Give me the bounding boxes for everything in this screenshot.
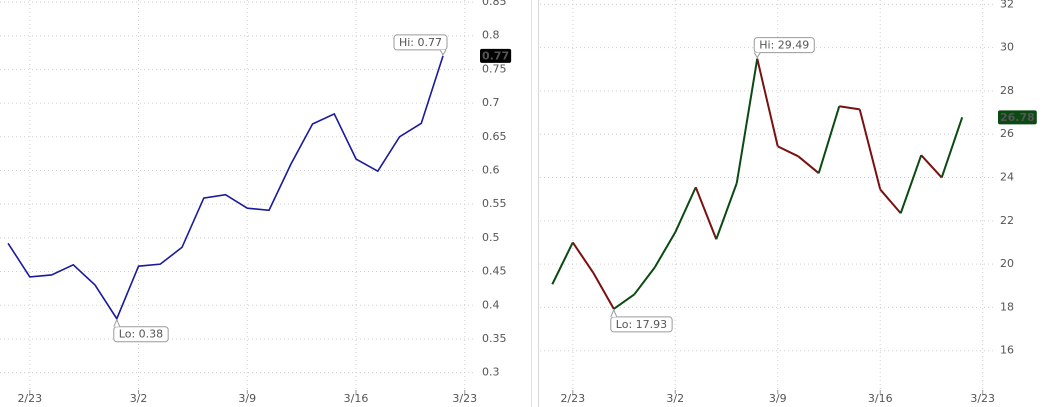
y-tick-label: 0.85 xyxy=(482,0,507,8)
x-tick-label: 3/9 xyxy=(769,392,787,405)
x-tick-label: 3/16 xyxy=(868,392,893,405)
callout-pointer xyxy=(439,49,447,56)
y-tick-label: 20 xyxy=(1000,257,1014,270)
price-segment xyxy=(899,154,923,214)
price-segment xyxy=(551,242,574,285)
price-segment xyxy=(694,186,718,240)
y-tick-label: 0.3 xyxy=(482,366,500,379)
y-tick-label: 18 xyxy=(1000,300,1014,313)
y-tick-label: 0.55 xyxy=(482,197,507,210)
callout-pointer xyxy=(113,318,121,327)
price-line xyxy=(7,55,444,321)
price-segment xyxy=(940,117,964,178)
callout-box xyxy=(113,326,169,343)
callout: Lo: 0.38 xyxy=(113,318,169,343)
price-segment xyxy=(592,272,615,310)
y-tick-label: 0.65 xyxy=(482,130,507,143)
y-tick-label: 0.5 xyxy=(482,231,500,244)
callout: Lo: 17.93 xyxy=(610,308,673,333)
price-segment xyxy=(653,231,677,268)
y-tick-label: 30 xyxy=(1000,41,1014,54)
price-segment xyxy=(858,109,882,190)
x-tick-label: 2/23 xyxy=(560,392,585,405)
price-segment xyxy=(797,155,820,174)
price-segment xyxy=(879,188,902,214)
y-tick-label: 24 xyxy=(1000,171,1014,184)
last-value-tag: 26.78 xyxy=(998,110,1037,125)
callout-box xyxy=(753,37,815,54)
y-tick-label: 22 xyxy=(1000,214,1014,227)
x-tick-label: 3/23 xyxy=(970,392,995,405)
y-tick-label: 16 xyxy=(1000,344,1014,357)
x-tick-label: 3/9 xyxy=(238,392,256,405)
price-segment xyxy=(777,145,799,158)
price-segment xyxy=(633,266,656,296)
price-segment xyxy=(839,105,860,111)
x-tick-label: 3/2 xyxy=(130,392,148,405)
last-value-box xyxy=(480,48,512,63)
callout: Hi: 0.77 xyxy=(393,34,448,56)
price-segment xyxy=(735,58,759,184)
x-tick-label: 3/23 xyxy=(452,392,477,405)
x-tick-label: 3/16 xyxy=(344,392,369,405)
price-segment xyxy=(756,58,779,147)
y-tick-label: 26 xyxy=(1000,127,1014,140)
last-value-label: 0.77 xyxy=(482,49,509,62)
x-tick-label: 2/23 xyxy=(17,392,42,405)
last-value-box xyxy=(998,110,1037,125)
last-value-label: 26.78 xyxy=(1000,111,1035,124)
y-tick-label: 0.35 xyxy=(482,332,507,345)
y-tick-label: 0.45 xyxy=(482,265,507,278)
x-tick-label: 3/2 xyxy=(666,392,684,405)
callout-label: Hi: 29.49 xyxy=(759,39,809,52)
callout-label: Lo: 0.38 xyxy=(119,328,163,341)
y-tick-label: 32 xyxy=(1000,0,1014,10)
callout-pointer xyxy=(753,52,761,59)
y-tick-label: 0.7 xyxy=(482,96,500,109)
y-tick-label: 0.8 xyxy=(482,29,500,42)
price-segment xyxy=(674,186,697,233)
price-segment xyxy=(571,241,595,274)
callout-label: Hi: 0.77 xyxy=(399,36,442,49)
price-segment xyxy=(715,182,738,240)
callout-box xyxy=(610,316,673,333)
y-tick-label: 0.6 xyxy=(482,163,500,176)
y-tick-label: 0.75 xyxy=(482,62,507,75)
price-segment xyxy=(817,106,841,174)
price-segment xyxy=(613,293,635,310)
last-value-tag: 0.77 xyxy=(480,48,512,63)
y-tick-label: 0.4 xyxy=(482,298,500,311)
callout: Hi: 29.49 xyxy=(753,37,815,59)
callout-box xyxy=(393,34,448,51)
price-segment xyxy=(920,154,943,179)
y-tick-label: 28 xyxy=(1000,84,1014,97)
callout-label: Lo: 17.93 xyxy=(616,318,667,331)
callout-pointer xyxy=(610,308,618,318)
